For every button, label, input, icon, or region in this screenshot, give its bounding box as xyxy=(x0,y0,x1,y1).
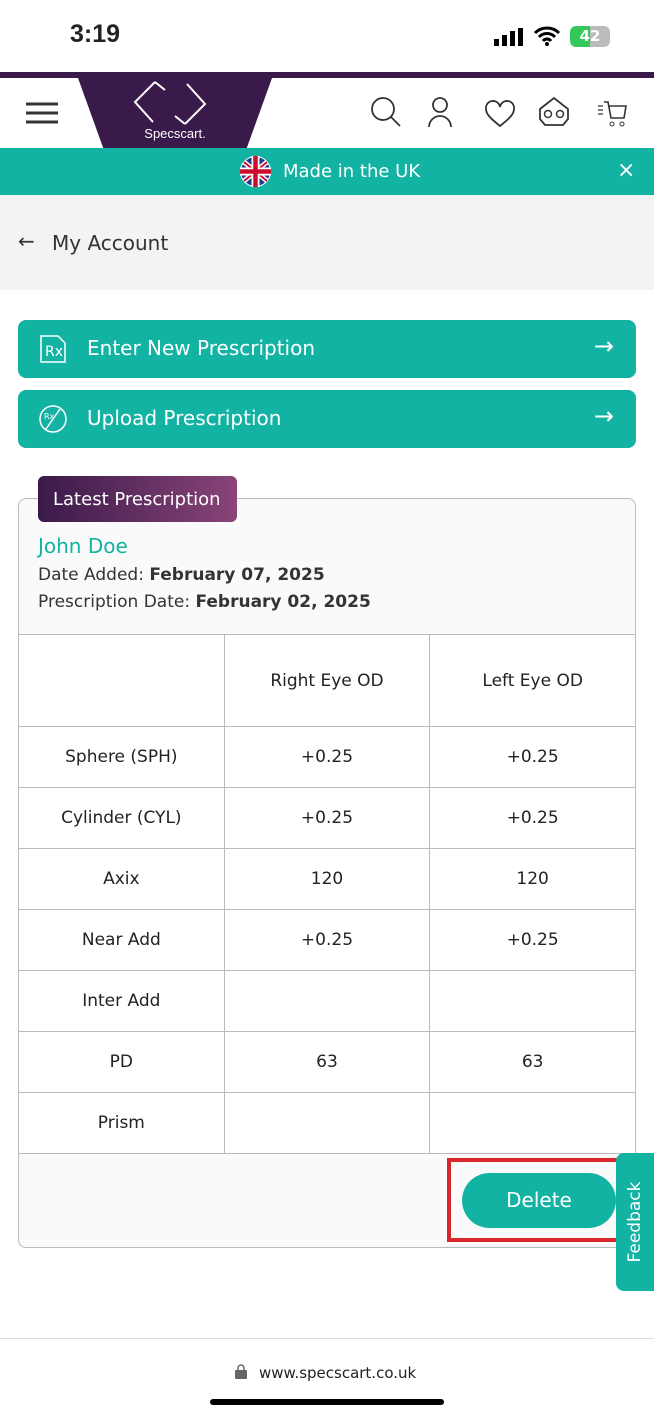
table-row: Sphere (SPH) +0.25 +0.25 xyxy=(18,726,636,788)
row-label: Inter Add xyxy=(18,970,225,1032)
rx-date-label: Prescription Date: xyxy=(38,592,191,612)
user-icon[interactable] xyxy=(427,96,453,128)
close-icon[interactable]: × xyxy=(617,158,636,183)
table-row: Cylinder (CYL) +0.25 +0.25 xyxy=(18,787,636,849)
rx-document-icon: Rx xyxy=(40,335,66,363)
date-added-value: February 07, 2025 xyxy=(149,565,325,585)
row-label: Prism xyxy=(18,1092,225,1154)
cell: 120 xyxy=(223,848,431,910)
rx-upload-icon: Rx xyxy=(39,405,67,433)
cell: +0.25 xyxy=(429,909,636,971)
highlight-box xyxy=(447,1158,626,1242)
date-added: Date Added: February 07, 2025 xyxy=(38,565,325,585)
cell: 63 xyxy=(223,1031,431,1093)
row-label: Cylinder (CYL) xyxy=(18,787,225,849)
wifi-icon xyxy=(533,26,561,46)
divider xyxy=(0,72,654,78)
column-header: Left Eye OD xyxy=(429,634,636,727)
table-row: Inter Add xyxy=(18,970,636,1032)
banner-text: Made in the UK xyxy=(283,161,421,182)
uk-flag-icon xyxy=(240,156,271,187)
cell xyxy=(429,970,636,1032)
glasses-home-icon[interactable] xyxy=(536,96,572,128)
promo-banner: Made in the UK × xyxy=(0,148,654,195)
logo[interactable]: Specscart. xyxy=(78,78,272,148)
site-header: Specscart. xyxy=(0,78,654,148)
cell: 63 xyxy=(429,1031,636,1093)
enter-new-prescription-button[interactable]: Rx Enter New Prescription → xyxy=(18,320,636,378)
column-header xyxy=(18,634,225,727)
search-icon[interactable] xyxy=(370,96,402,128)
svg-text:Rx: Rx xyxy=(45,344,63,360)
cell xyxy=(429,1092,636,1154)
url-text[interactable]: www.specscart.co.uk xyxy=(259,1364,417,1382)
rx-date-value: February 02, 2025 xyxy=(195,592,371,612)
row-label: Near Add xyxy=(18,909,225,971)
cell: +0.25 xyxy=(429,787,636,849)
cell: +0.25 xyxy=(223,787,431,849)
heart-icon[interactable] xyxy=(484,100,516,128)
arrow-right-icon: → xyxy=(593,332,614,360)
back-arrow-icon[interactable]: ← xyxy=(18,229,35,253)
cell: 120 xyxy=(429,848,636,910)
cell: +0.25 xyxy=(223,726,431,788)
column-header: Right Eye OD xyxy=(223,634,431,727)
cell: +0.25 xyxy=(429,726,636,788)
table-header-row: Right Eye OD Left Eye OD xyxy=(18,634,636,727)
cell xyxy=(223,970,431,1032)
date-added-label: Date Added: xyxy=(38,565,144,585)
row-label: Sphere (SPH) xyxy=(18,726,225,788)
status-bar: 3:19 42 xyxy=(0,0,654,72)
row-label: Axix xyxy=(18,848,225,910)
prescription-date: Prescription Date: February 02, 2025 xyxy=(38,592,371,612)
signal-icon xyxy=(494,28,523,46)
cell xyxy=(223,1092,431,1154)
feedback-tab[interactable]: Feedback xyxy=(616,1153,654,1291)
latest-prescription-tab: Latest Prescription xyxy=(38,476,237,522)
browser-url-bar: www.specscart.co.uk xyxy=(0,1338,654,1417)
table-row: PD 63 63 xyxy=(18,1031,636,1093)
home-indicator[interactable] xyxy=(210,1399,444,1405)
back-link[interactable]: My Account xyxy=(52,231,169,255)
row-label: PD xyxy=(18,1031,225,1093)
table-row: Prism xyxy=(18,1092,636,1154)
prescription-table: Right Eye OD Left Eye OD Sphere (SPH) +0.… xyxy=(18,634,636,1154)
cell: +0.25 xyxy=(223,909,431,971)
arrow-right-icon: → xyxy=(593,402,614,430)
cart-icon[interactable] xyxy=(596,98,628,128)
feedback-label: Feedback xyxy=(625,1181,645,1263)
patient-name: John Doe xyxy=(38,534,128,558)
menu-icon[interactable] xyxy=(26,102,58,124)
clock: 3:19 xyxy=(70,20,121,48)
upload-prescription-button[interactable]: Rx Upload Prescription → xyxy=(18,390,636,448)
table-row: Near Add +0.25 +0.25 xyxy=(18,909,636,971)
account-bar: ← My Account xyxy=(0,195,654,290)
svg-text:Rx: Rx xyxy=(44,412,55,421)
lock-icon xyxy=(235,1364,247,1379)
table-row: Axix 120 120 xyxy=(18,848,636,910)
battery-icon: 42 xyxy=(570,26,610,47)
delete-button[interactable]: Delete xyxy=(462,1173,616,1228)
